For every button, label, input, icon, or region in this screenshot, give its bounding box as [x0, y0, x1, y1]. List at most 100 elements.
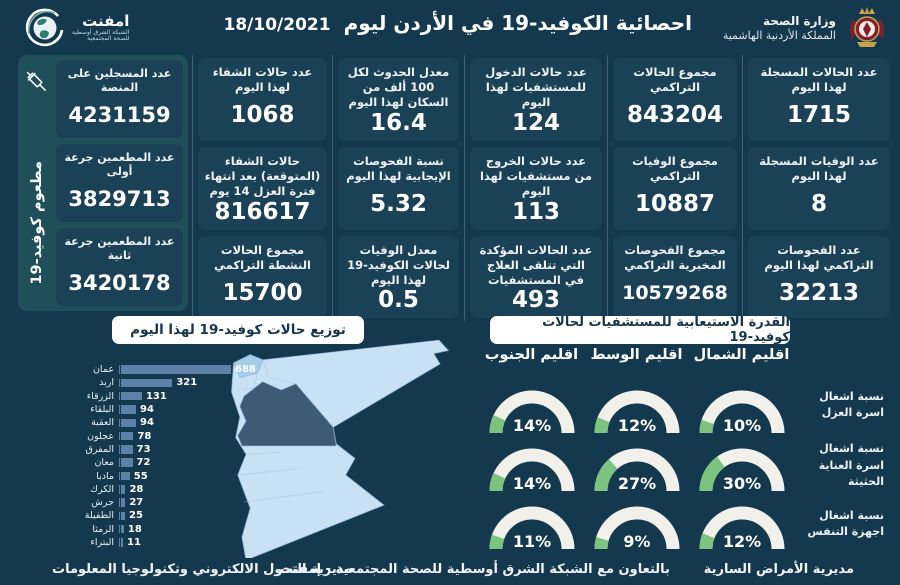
emphnet-subline-1: الشبكة الشرق أوسطية [72, 28, 130, 36]
bar-value: 78 [137, 430, 152, 442]
bar-category-label: المفرق [85, 443, 114, 455]
bar-value: 94 [140, 417, 154, 429]
map-region-irbid [233, 354, 264, 378]
stat-value: 16.4 [370, 109, 427, 136]
vaccination-tile: عدد المطعمين جرعة أولى 3829713 [56, 144, 183, 222]
stat-cell: مجموع الوفيات التراكمي 10887 [607, 143, 742, 233]
page-title: احصائية الكوفيد-19 في الأردن ليوم [343, 11, 692, 35]
vaccination-value: 3420178 [68, 270, 171, 295]
gauge-row-label: نسبة اشغال اسرة العناية الحثيثة [818, 442, 884, 489]
stat-cell: عدد الفحوصات التراكمي لهذا اليوم 32213 [742, 232, 895, 322]
jordan-crest-icon [849, 7, 885, 47]
gauge: 14% [479, 373, 584, 437]
stat-value: 113 [511, 198, 560, 225]
vaccination-label: عدد المطعمين جرعة ثانية [64, 235, 175, 263]
bar-value: 73 [136, 443, 151, 455]
bar [121, 538, 123, 547]
emphnet-text: امفنت الشبكة الشرق أوسطية للصحة المجتمعي… [72, 13, 129, 43]
bar-track [119, 471, 130, 481]
bar [121, 391, 142, 401]
gauge-row-label: نسبة اشغال اسرة العزل [819, 389, 884, 420]
bar-value: 11 [127, 537, 141, 548]
gauge: 14% [479, 437, 584, 495]
bar-track [119, 538, 123, 547]
stat-tile: عدد حالات الخروج من مستشفيات لهذا اليوم 1… [470, 146, 602, 230]
stat-label: نسبة الفحوصات الإيجابية لهذا اليوم [346, 153, 451, 183]
bar-category-label: مادبا [96, 470, 114, 482]
stat-value: 124 [511, 109, 560, 136]
stat-tile: عدد الحالات المسجلة لهذا اليوم 1715 [748, 58, 890, 141]
bar-track [119, 485, 126, 494]
emphnet-name: امفنت [82, 12, 130, 31]
stat-value: 816617 [214, 198, 311, 225]
bar [121, 498, 126, 507]
stat-value: 32213 [778, 279, 860, 306]
footer-communicable-diseases: مديرية الأمراض السارية [703, 562, 854, 577]
bar-category-label: الزرقاء [86, 390, 114, 402]
statistics-section: عدد الحالات المسجلة لهذا اليوم 1715 عدد ال… [0, 55, 900, 322]
stat-cell: عدد الحالات المؤكدة التي تتلقى العلاج في… [464, 232, 607, 322]
gauge: 27% [584, 437, 689, 495]
bar [121, 485, 126, 494]
svg-text:12%: 12% [722, 532, 760, 551]
stat-value: 843204 [626, 102, 724, 129]
bar-track [119, 498, 126, 507]
stat-value: 493 [511, 287, 560, 314]
bar [121, 458, 133, 467]
vaccination-side-strip: مطعوم كوفيد-19 [18, 55, 56, 311]
stat-cell: عدد الحالات المسجلة لهذا اليوم 1715 [742, 55, 895, 144]
svg-text:12%: 12% [617, 416, 655, 435]
bar-track [119, 458, 133, 467]
bar-row: الرمثا 18 [76, 523, 276, 536]
emphnet-subline-2: للصحة المجتمعية [87, 35, 130, 43]
stat-cell: عدد حالات الخروج من مستشفيات لهذا اليوم 1… [464, 143, 607, 233]
bar-category-label: العقبة [91, 417, 114, 429]
bar [121, 365, 231, 374]
stat-tiles-grid: عدد الحالات المسجلة لهذا اليوم 1715 عدد ال… [192, 55, 895, 322]
bar-track [119, 431, 134, 441]
stat-label: عدد حالات الدخول للمستشفيات لهذا اليوم [485, 65, 587, 109]
gauge: 12% [689, 495, 794, 553]
vaccination-side-label: مطعوم كوفيد-19 [29, 161, 45, 285]
stat-tile: معدل الوفيات لحالات الكوفيد-19 لهذا اليو… [338, 235, 459, 319]
stat-label: مجموع الفحوصات المخبرية التراكمي [624, 242, 726, 272]
stat-tile: مجموع الحالات النشطة التراكمي 15700 [198, 235, 327, 319]
gauge-arc: 30% [699, 448, 784, 493]
stat-value: 10887 [634, 191, 716, 218]
svg-text:10%: 10% [722, 416, 760, 435]
bar-track [119, 418, 137, 428]
gauge: 9% [584, 495, 689, 553]
stat-label: مجموع الوفيات التراكمي [632, 153, 718, 183]
vaccination-label: عدد المسجلين على المنصة [67, 67, 172, 95]
bar-category-label: البتراء [90, 537, 114, 548]
syringe-icon [26, 71, 47, 92]
bar-row: اربد 321 [76, 376, 276, 389]
stat-label: عدد الحالات المسجلة لهذا اليوم [760, 65, 878, 94]
bar-track [119, 378, 173, 388]
bar-value: 55 [133, 470, 148, 482]
bar-value: 25 [128, 510, 143, 522]
svg-text:27%: 27% [617, 474, 655, 493]
bar [121, 405, 137, 414]
svg-text:9%: 9% [623, 532, 650, 551]
stat-cell: معدل الوفيات لحالات الكوفيد-19 لهذا اليو… [332, 232, 464, 322]
bar-track [119, 391, 142, 401]
stat-value: 8 [810, 191, 827, 218]
stat-cell: عدد حالات الشفاء لهذا اليوم 1068 [192, 55, 332, 144]
stat-value: 0.5 [378, 287, 419, 314]
vaccination-tiles: عدد المسجلين على المنصة 4231159 عدد المطعم… [56, 60, 183, 306]
bar-row: البلقاء 94 [76, 403, 276, 416]
stat-tile: مجموع الحالات التراكمي 843204 [613, 58, 737, 141]
bar-row: جرش 27 [76, 496, 276, 509]
bar [121, 431, 134, 441]
stat-label: عدد الفحوصات التراكمي لهذا اليوم [764, 242, 874, 272]
footer-cooperation: بالتعاون مع الشبكة الشرق أوسطية للصحة ال… [280, 562, 670, 577]
stat-value: 5.32 [370, 191, 427, 218]
bar [121, 524, 124, 534]
page-title-block: احصائية الكوفيد-19 في الأردن ليوم 18/10/… [224, 11, 692, 35]
bar-row: الطفيلة 25 [76, 509, 276, 522]
gauge-arc: 27% [594, 448, 679, 493]
bar-value: 18 [127, 523, 142, 535]
bar-category-label: البلقاء [90, 404, 114, 416]
svg-text:11%: 11% [512, 532, 550, 551]
